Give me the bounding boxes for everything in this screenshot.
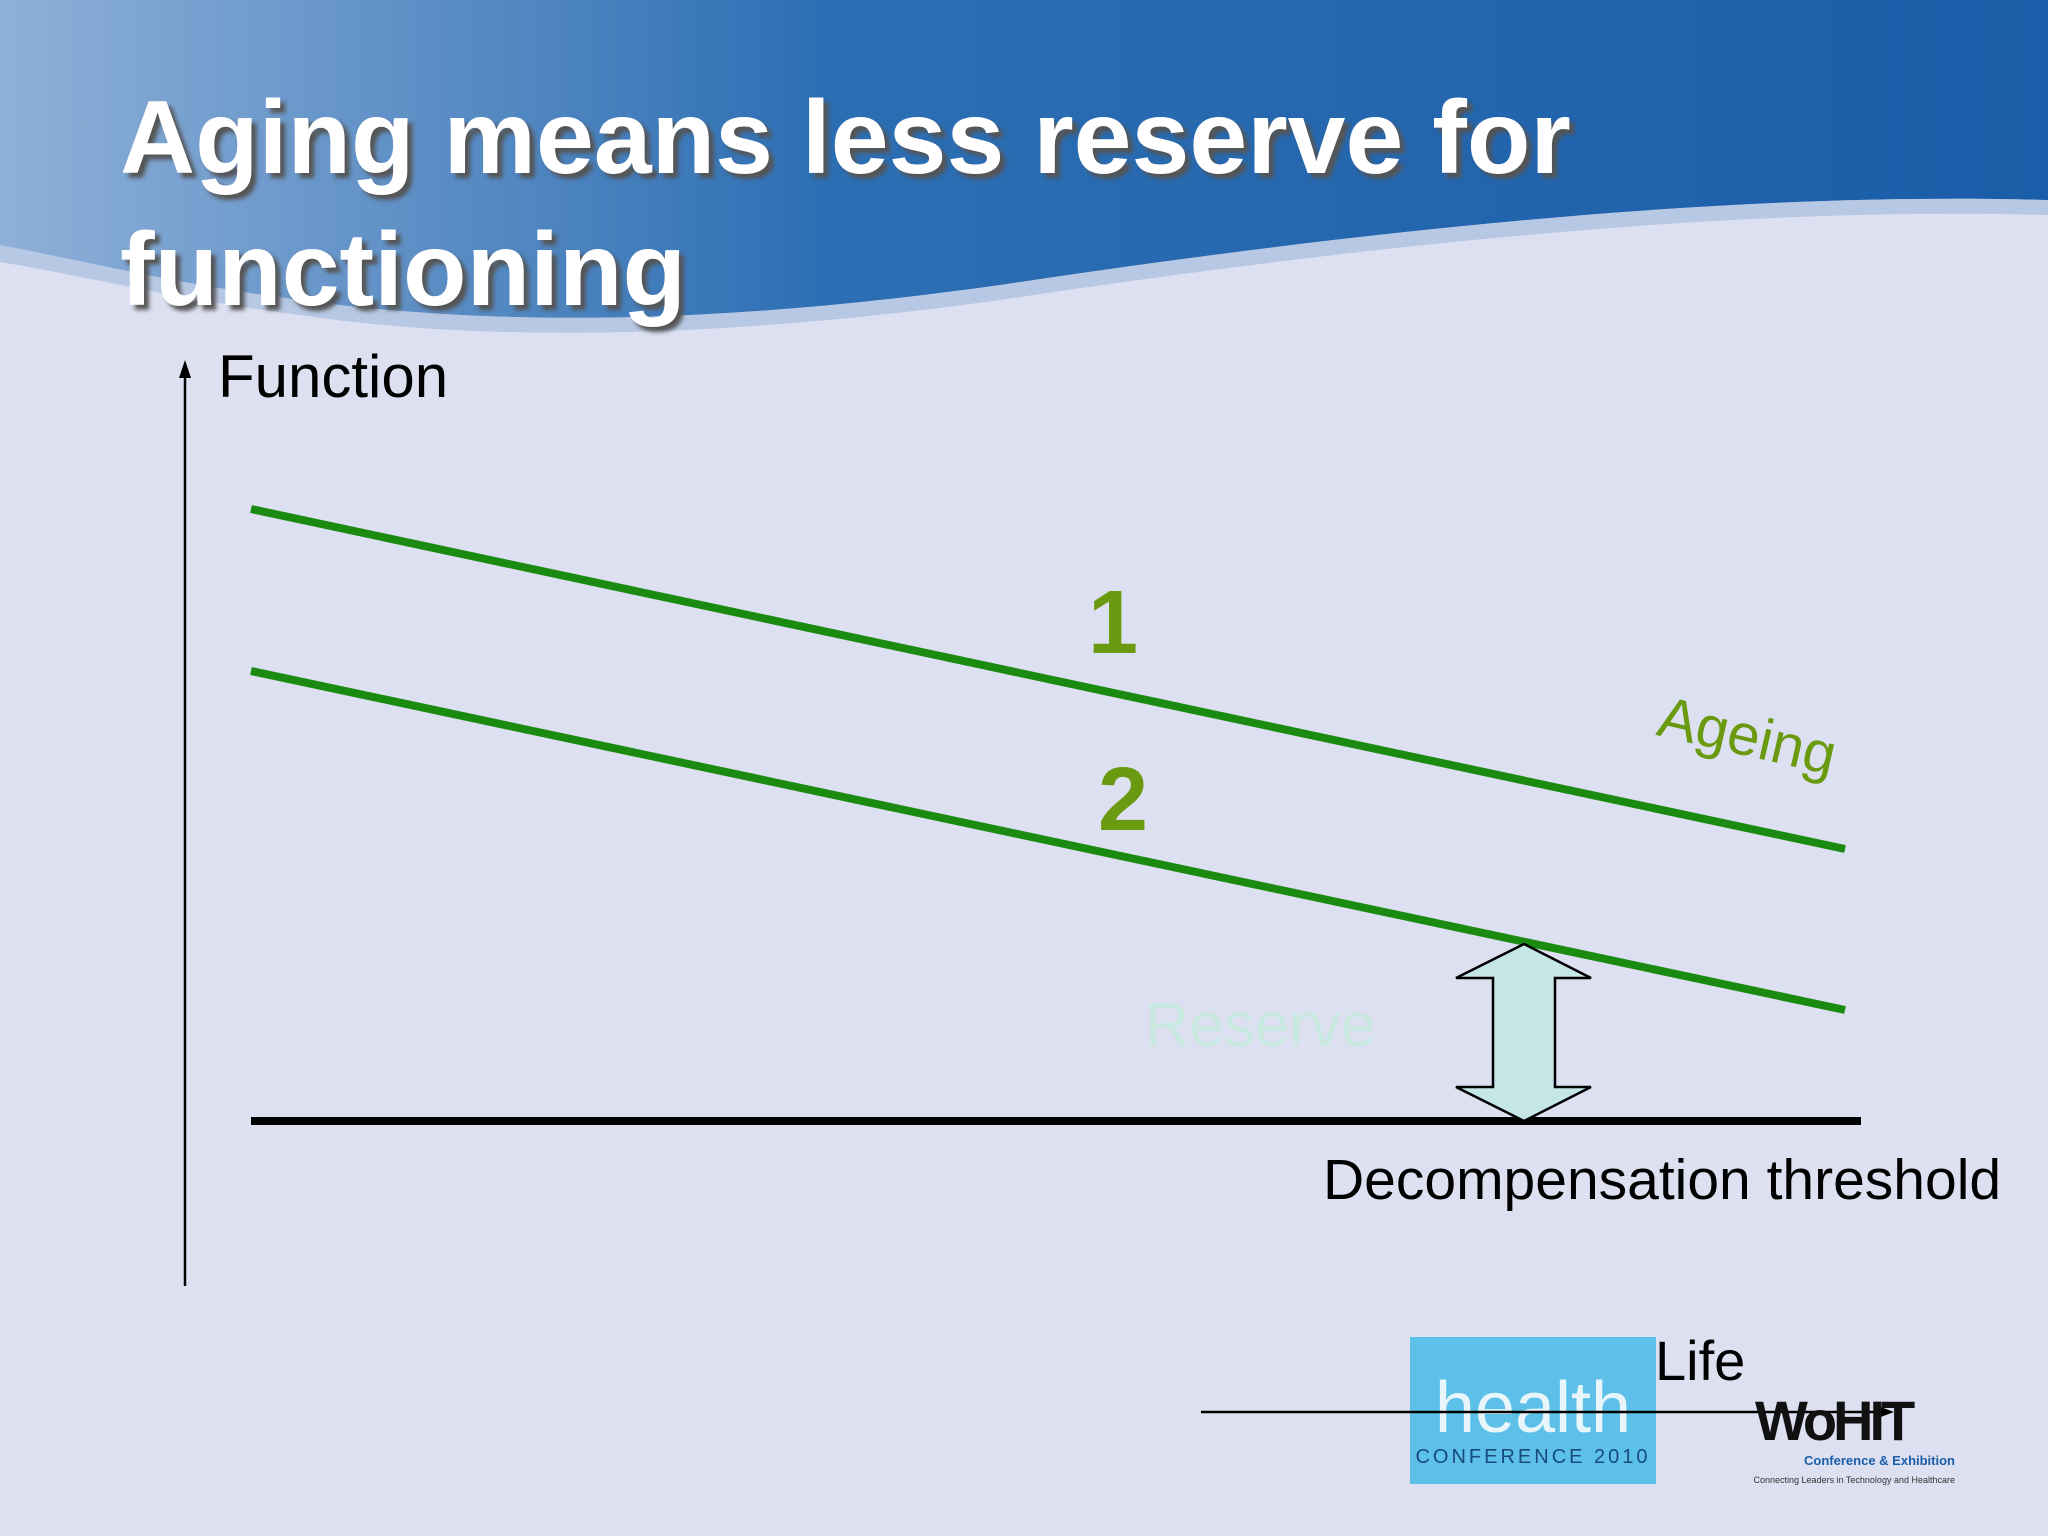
axis-label: Function	[218, 343, 448, 410]
function-line-1	[250, 505, 1846, 853]
line-label: 2	[1098, 750, 1148, 850]
wave-highlight	[0, 198, 2048, 333]
logo-arrowhead	[1878, 1406, 1894, 1418]
reserve-arrow	[1455, 942, 1592, 1123]
threshold-label: Decompensation threshold	[1323, 1148, 2001, 1212]
slide-title: Aging means less reserve for functioning	[120, 80, 1571, 328]
function-line-2	[250, 667, 1846, 1014]
reserve-label: Reserve	[1145, 991, 1376, 1060]
axis-arrowhead	[179, 360, 191, 378]
life-logo: Life	[1655, 1329, 1745, 1392]
header-wave	[0, 0, 2048, 318]
health-logo-text: health	[1435, 1368, 1631, 1448]
health-logo-sub: CONFERENCE 2010	[1415, 1446, 1650, 1468]
trend-label: Ageing	[1652, 684, 1843, 788]
wohit-sub: Conference & Exhibition	[1804, 1453, 1955, 1468]
wohit-logo: WoHIT	[1755, 1389, 1915, 1452]
line-label: 1	[1088, 573, 1138, 673]
wohit-tagline: Connecting Leaders in Technology and Hea…	[1754, 1475, 1955, 1485]
health-logo	[1410, 1337, 1656, 1484]
